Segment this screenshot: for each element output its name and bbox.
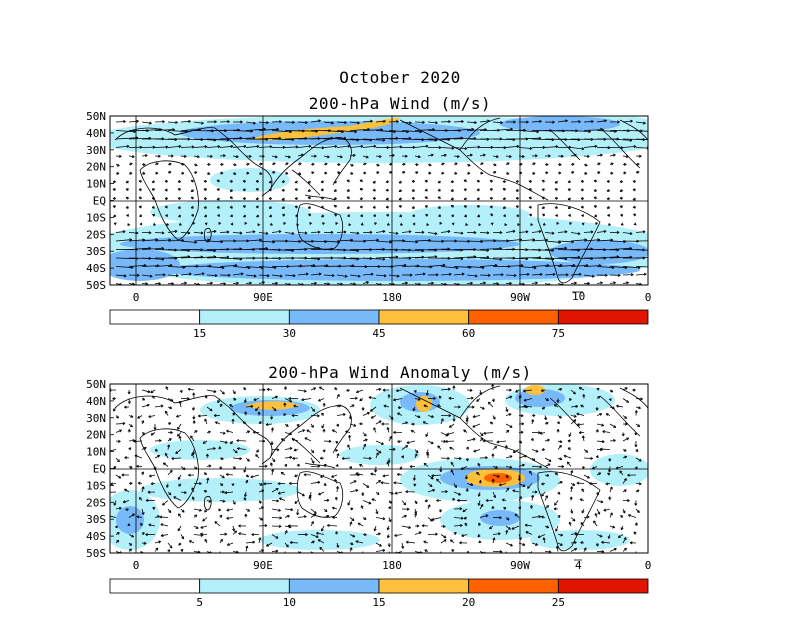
colorbar-mean: 15 30 45 60 75	[109, 309, 649, 340]
lat-tick-label: EQ	[93, 463, 106, 476]
colorbar-label: 75	[552, 327, 565, 340]
panel-title-mean: 200-hPa Wind (m/s)	[308, 94, 492, 113]
lat-tick-label: 50N	[86, 378, 106, 391]
colorbar-swatch	[109, 309, 201, 325]
lat-tick-label: 10N	[86, 446, 106, 459]
colorbar-label: 10	[283, 596, 296, 609]
colorbar-swatch	[288, 578, 380, 594]
lat-tick-label: 20S	[86, 228, 106, 241]
colorbar-swatch	[288, 309, 380, 325]
lat-tick-label: 20N	[86, 429, 106, 442]
lat-tick-label: 40N	[86, 395, 106, 408]
lon-tick-label: 90W	[510, 559, 530, 572]
colorbar-swatch	[109, 578, 201, 594]
lat-tick-label: 20N	[86, 161, 106, 174]
colorbar-swatch	[557, 578, 649, 594]
reference-vector-label-mean: 10	[572, 290, 585, 303]
lon-tick-label: 0	[133, 291, 140, 304]
lat-tick-label: 20S	[86, 496, 106, 509]
lat-tick-label: 40S	[86, 530, 106, 543]
lon-tick-label: 0	[645, 559, 652, 572]
colorbar-label: 60	[462, 327, 475, 340]
lat-tick-label: 40S	[86, 262, 106, 275]
lon-tick-label: 180	[382, 559, 402, 572]
lon-tick-label: 90E	[253, 291, 273, 304]
colorbar-swatch	[468, 578, 559, 594]
lat-tick-label: 10S	[86, 479, 106, 492]
colorbar-swatch	[468, 309, 559, 325]
panel-title-anomaly: 200-hPa Wind Anomaly (m/s)	[268, 363, 532, 382]
colorbar-label: 15	[193, 327, 206, 340]
lon-tick-label: 90W	[510, 291, 530, 304]
colorbar-swatch	[557, 309, 649, 325]
lon-tick-label: 0	[133, 559, 140, 572]
colorbar-label: 5	[196, 596, 203, 609]
reference-vector-label-anomaly: 4	[575, 559, 582, 572]
colorbar-label: 15	[372, 596, 385, 609]
lon-tick-label: 180	[382, 291, 402, 304]
figure-title: October 2020	[339, 68, 461, 87]
colorbar-label: 30	[283, 327, 296, 340]
lat-tick-label: 50S	[86, 547, 106, 560]
lat-tick-label: 10N	[86, 178, 106, 191]
lat-tick-label: 50N	[86, 110, 106, 123]
lon-tick-label: 0	[645, 291, 652, 304]
colorbar-swatch	[199, 309, 290, 325]
lon-tick-label: 90E	[253, 559, 273, 572]
colorbar-label: 45	[372, 327, 385, 340]
lat-tick-label: 10S	[86, 211, 106, 224]
colorbar-label: 20	[462, 596, 475, 609]
map-panel-anomaly: 50N 40N 30N 20N 10N EQ 10S 20S 30S 40S 50S 0 90E 180…	[86, 378, 651, 609]
colorbar-swatch	[378, 578, 470, 594]
colorbar-label: 25	[552, 596, 565, 609]
lat-tick-label: 30N	[86, 412, 106, 425]
lat-tick-label: EQ	[93, 195, 106, 208]
colorbar-anomaly: 5 10 15 20 25	[109, 578, 649, 609]
colorbar-swatch	[378, 309, 470, 325]
lat-tick-label: 30N	[86, 144, 106, 157]
lat-tick-label: 40N	[86, 127, 106, 140]
map-panel-mean: 50N 40N 30N 20N 10N EQ 10S 20S 30S 40S 50S 0 90E 180…	[86, 110, 652, 340]
lat-tick-label: 30S	[86, 245, 106, 258]
lat-tick-label: 50S	[86, 279, 106, 292]
lat-tick-label: 30S	[86, 513, 106, 526]
colorbar-swatch	[199, 578, 290, 594]
